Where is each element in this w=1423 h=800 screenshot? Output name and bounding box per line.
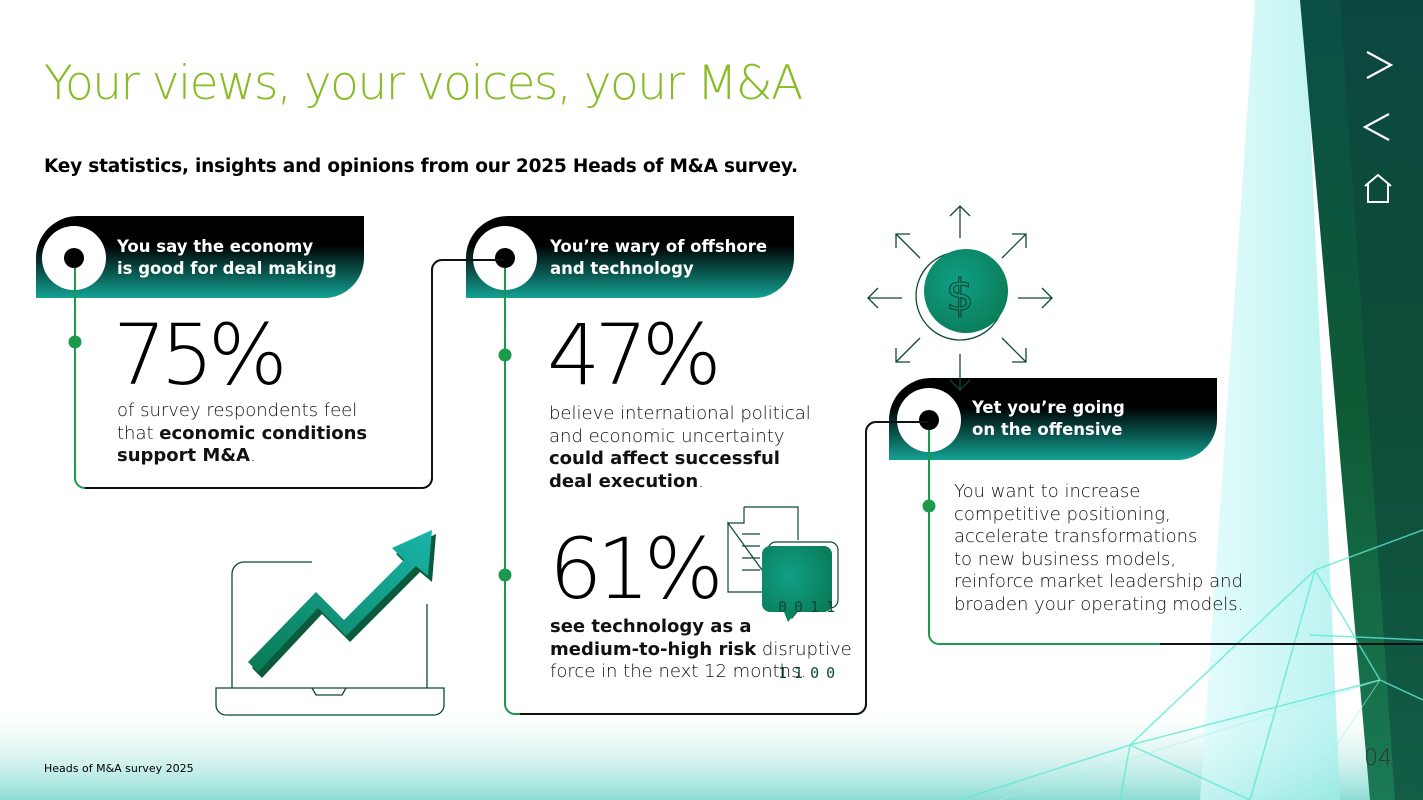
- heading-line: is good for deal making: [117, 259, 337, 278]
- offensive-heading: Yet you’re going on the offensive: [972, 397, 1125, 441]
- binary-text: 0 0 1 1 1 1 0 0: [778, 552, 835, 706]
- offshore-stat-61: 61%: [549, 520, 724, 618]
- offensive-description: You want to increase competitive positio…: [954, 481, 1243, 616]
- heading-line: You’re wary of offshore: [550, 237, 768, 256]
- text-span: .: [698, 470, 704, 492]
- text-bold: deal execution: [549, 470, 699, 492]
- home-icon: [1364, 173, 1392, 203]
- text-line: reinforce market leadership and: [954, 571, 1243, 592]
- document-data-icon: [727, 506, 839, 622]
- heading-line: on the offensive: [972, 420, 1123, 439]
- banner-economy: [36, 216, 364, 298]
- text-span: .: [249, 445, 256, 466]
- text-line: force in the next 12 months.: [550, 661, 807, 682]
- home-button[interactable]: [1358, 168, 1398, 208]
- footer-label: Heads of M&A survey 2025: [44, 762, 194, 775]
- text-line: and economic uncertainty: [549, 425, 785, 447]
- offshore-description-1: believe international political and econ…: [549, 403, 811, 493]
- text-bold: economic conditions: [159, 422, 368, 444]
- page-number: 04: [1364, 746, 1392, 771]
- chevron-left-icon: [1362, 113, 1390, 141]
- text-bold: medium-to-high risk: [550, 638, 757, 660]
- text-bold: see technology as a: [550, 616, 752, 637]
- chevron-right-icon: [1366, 51, 1394, 79]
- dollar-coin-icon: $: [867, 205, 1053, 391]
- laptop-growth-icon: [215, 561, 445, 716]
- offshore-stat-47: 47%: [547, 306, 722, 404]
- economy-heading: You say the economy is good for deal mak…: [117, 236, 337, 280]
- text-line: broaden your operating models.: [954, 593, 1244, 615]
- heading-line: and technology: [550, 259, 694, 278]
- text-line: accelerate transformations: [954, 526, 1198, 547]
- text-bold: could affect successful: [549, 448, 780, 469]
- heading-line: Yet you’re going: [972, 398, 1125, 417]
- text-span: that: [117, 422, 160, 444]
- banner-offensive: [889, 378, 1217, 460]
- previous-button[interactable]: [1358, 107, 1398, 147]
- page-title: Your views, your voices, your M&A: [44, 56, 803, 111]
- text-line: believe international political: [549, 403, 811, 424]
- economy-description: of survey respondents feel that economic…: [117, 400, 367, 468]
- text-line: to new business models,: [954, 548, 1177, 570]
- page-subtitle: Key statistics, insights and opinions fr…: [44, 156, 798, 177]
- text-line: You want to increase: [954, 481, 1141, 502]
- text-line: competitive positioning,: [954, 503, 1171, 525]
- economy-stat: 75%: [113, 306, 288, 404]
- next-button[interactable]: [1358, 45, 1398, 85]
- binary-row: 1 1 0 0: [778, 664, 835, 682]
- offshore-description-2: see technology as a medium-to-high risk …: [550, 616, 852, 684]
- text-line: of survey respondents feel: [117, 400, 358, 421]
- growth-arrow: [248, 530, 436, 678]
- svg-text:$: $: [946, 270, 974, 321]
- binary-row: 0 0 1 1: [778, 598, 835, 616]
- text-bold: support M&A: [117, 445, 250, 466]
- offshore-heading: You’re wary of offshore and technology: [550, 236, 767, 280]
- banner-offshore: [466, 216, 794, 298]
- heading-line: You say the economy: [117, 237, 314, 256]
- text-span: disruptive: [756, 638, 852, 660]
